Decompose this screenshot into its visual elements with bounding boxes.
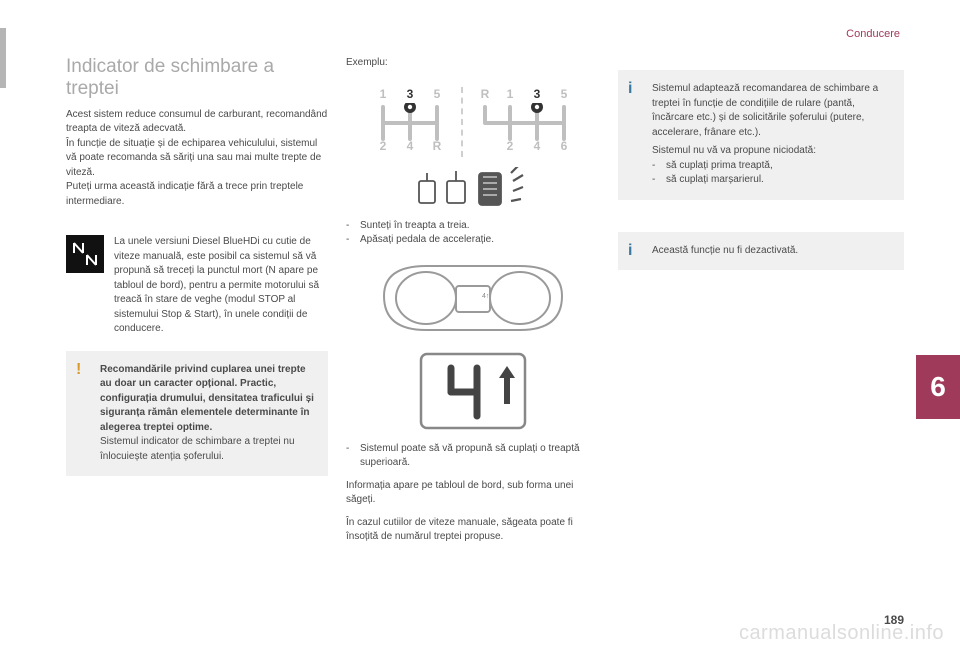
- info-callout-2: i Această funcție nu fi dezactivată.: [618, 232, 904, 271]
- warning-rest: Sistemul indicator de schimbare a trepte…: [100, 435, 316, 464]
- page-title: Indicator de schimbare a treptei: [66, 56, 328, 100]
- example-bullets-2: Sistemul poate să vă propună să cuplați …: [346, 442, 600, 471]
- chapter-tab: 6: [916, 355, 960, 419]
- side-accent-bar: [0, 28, 6, 88]
- list-item: Apăsați pedala de accelerație.: [346, 233, 600, 248]
- list-item: să cuplați prima treaptă,: [652, 159, 892, 174]
- intro-text: Acest sistem reduce consumul de carburan…: [66, 108, 328, 210]
- dashboard-cluster: 4↑: [346, 258, 600, 336]
- gear-label: R: [478, 87, 492, 101]
- page: Conducere Indicator de schimbare a trept…: [0, 0, 960, 649]
- gear-label: 6: [557, 139, 571, 153]
- info1-p2: Sistemul nu vă va propune niciodată:: [652, 144, 892, 159]
- tail-text-1: Informația apare pe tabloul de bord, sub…: [346, 479, 600, 508]
- neutral-note-row: La unele versiuni Diesel BlueHDi cu cuti…: [66, 235, 328, 337]
- info2-text: Această funcție nu fi dezactivată.: [652, 244, 892, 259]
- gear-label: 3: [403, 87, 417, 101]
- column-2: Exemplu: 1 3 5 2 4 R: [346, 56, 600, 613]
- gear-divider: [461, 87, 463, 157]
- tail-text-2: În cazul cutiilor de viteze manuale, săg…: [346, 516, 600, 545]
- example-bullets-1: Sunteți în treapta a treia. Apăsați peda…: [346, 219, 600, 248]
- column-1: Indicator de schimbare a treptei Acest s…: [66, 56, 328, 613]
- list-item: Sunteți în treapta a treia.: [346, 219, 600, 234]
- gear-diagram: 1 3 5 2 4 R R: [346, 87, 600, 157]
- list-item: să cuplați marșarierul.: [652, 173, 892, 188]
- gear-label: 5: [557, 87, 571, 101]
- content-columns: Indicator de schimbare a treptei Acest s…: [66, 56, 904, 613]
- gear-label: 3: [530, 87, 544, 101]
- gear-label: 2: [376, 139, 390, 153]
- gear-pattern-left: 1 3 5 2 4 R: [369, 91, 451, 153]
- info1-list: să cuplați prima treaptă, să cuplați mar…: [652, 159, 892, 188]
- list-item: Sistemul poate să vă propună să cuplați …: [346, 442, 600, 471]
- gear-label: 1: [503, 87, 517, 101]
- gear-label: 1: [376, 87, 390, 101]
- info-icon: i: [628, 242, 632, 260]
- info-callout-1: i Sistemul adaptează recomandarea de sch…: [618, 70, 904, 200]
- warning-callout: ! Recomandările privind cuplarea unei tr…: [66, 351, 328, 477]
- warning-bold: Recomandările privind cuplarea unei trep…: [100, 364, 314, 433]
- gear-label: 2: [503, 139, 517, 153]
- info1-p1: Sistemul adaptează recomandarea de schim…: [652, 82, 892, 140]
- pedals-illustration: [346, 167, 600, 207]
- gear-label: R: [430, 139, 444, 153]
- info-icon: i: [628, 80, 632, 98]
- column-3: i Sistemul adaptează recomandarea de sch…: [618, 56, 904, 613]
- gear-display: [346, 352, 600, 430]
- gear-label: 4: [403, 139, 417, 153]
- warning-icon: !: [76, 361, 81, 379]
- watermark: carmanualsonline.info: [739, 622, 944, 645]
- neutral-icon: [66, 235, 104, 273]
- gear-pattern-right: R 1 3 5 2 4 6: [473, 91, 577, 153]
- header-category: Conducere: [846, 28, 900, 40]
- example-label: Exemplu:: [346, 56, 600, 71]
- svg-text:4↑: 4↑: [482, 293, 489, 300]
- gear-label: 4: [530, 139, 544, 153]
- neutral-note-text: La unele versiuni Diesel BlueHDi cu cuti…: [114, 235, 328, 337]
- gear-label: 5: [430, 87, 444, 101]
